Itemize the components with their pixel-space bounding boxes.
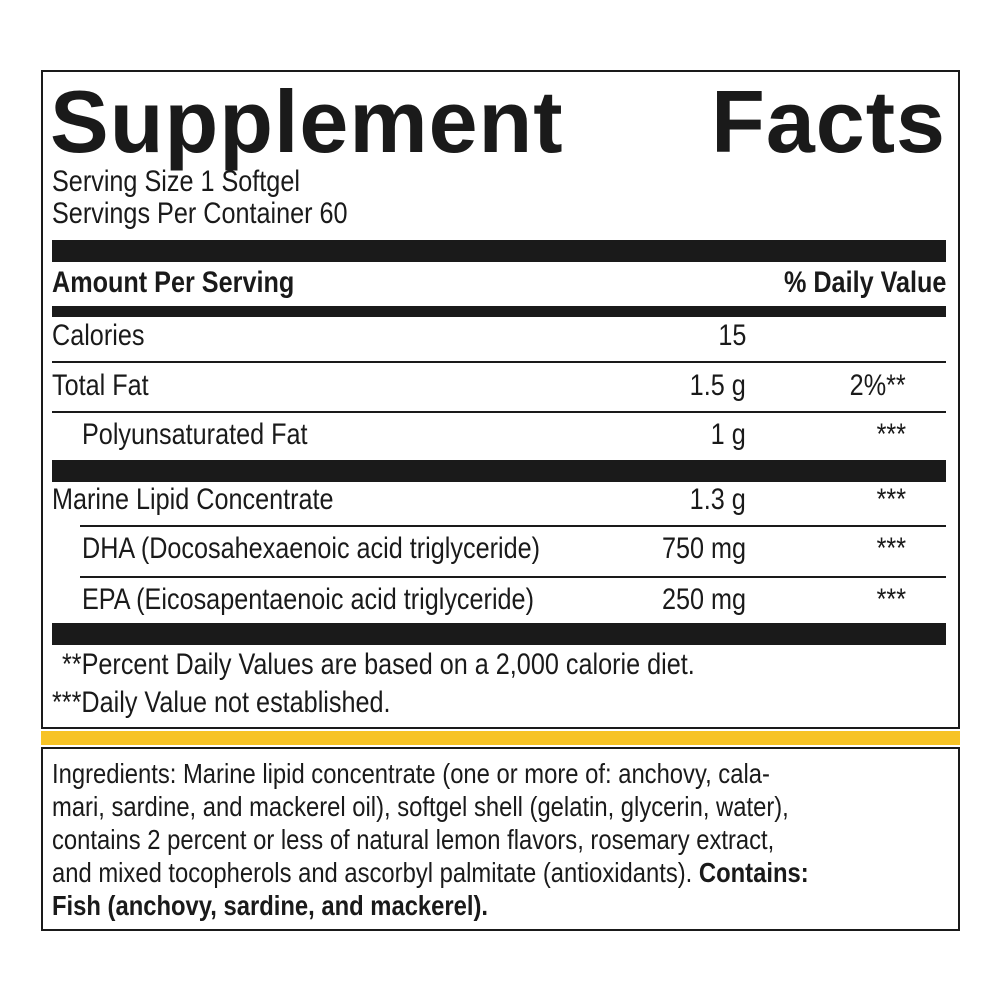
ingredients-line: and mixed tocopherols and ascorbyl palmi… (52, 856, 809, 889)
row-amount-total-fat: 1.5 g (689, 369, 746, 402)
row-amount-polyunsaturated-fat: 1 g (710, 418, 746, 451)
row-name-dha: DHA (Docosahexaenoic acid triglyceride) (82, 532, 541, 565)
row-divider (80, 576, 946, 578)
row-divider (52, 411, 946, 413)
amount-per-serving-header: Amount Per Serving (52, 266, 295, 299)
row-name-polyunsaturated-fat: Polyunsaturated Fat (82, 418, 308, 451)
servings-per-container: Servings Per Container 60 (52, 197, 348, 230)
contains-label: Contains: (698, 857, 809, 888)
thick-divider (52, 623, 946, 645)
ingredients-line: Ingredients: Marine lipid concentrate (o… (52, 758, 770, 789)
allergen-statement: Fish (anchovy, sardine, and mackerel). (52, 890, 489, 921)
row-name-calories: Calories (52, 319, 145, 352)
row-amount-dha: 750 mg (661, 532, 746, 565)
row-dv-total-fat: 2%** (849, 369, 906, 402)
supplement-facts-panel (41, 70, 960, 729)
medium-divider (52, 306, 946, 317)
footnote-dv-not-established: ***Daily Value not established. (52, 686, 391, 719)
row-dv-polyunsaturated-fat: *** (876, 418, 906, 451)
daily-value-header: % Daily Value (783, 266, 946, 299)
ingredients-line: contains 2 percent or less of natural le… (52, 824, 775, 855)
row-dv-marine-lipid: *** (876, 483, 906, 516)
row-amount-marine-lipid: 1.3 g (689, 483, 746, 516)
row-amount-epa: 250 mg (661, 583, 746, 616)
serving-size: Serving Size 1 Softgel (52, 165, 300, 198)
title-facts: Facts (711, 72, 946, 171)
thick-divider (52, 240, 946, 262)
footnote-percent-dv: **Percent Daily Values are based on a 2,… (62, 648, 695, 681)
row-amount-calories: 15 (717, 319, 746, 352)
row-divider (80, 525, 946, 527)
ingredients-text: and mixed tocopherols and ascorbyl palmi… (52, 857, 693, 888)
yellow-divider (41, 731, 960, 745)
row-name-marine-lipid: Marine Lipid Concentrate (52, 483, 334, 516)
row-name-total-fat: Total Fat (52, 369, 149, 402)
thick-divider (52, 460, 946, 482)
title-supplement: Supplement (50, 72, 564, 171)
row-dv-epa: *** (876, 583, 906, 616)
ingredients-panel (41, 747, 960, 931)
row-divider (52, 361, 946, 363)
row-dv-dha: *** (876, 532, 906, 565)
ingredients-line: mari, sardine, and mackerel oil), softge… (52, 791, 789, 822)
row-name-epa: EPA (Eicosapentaenoic acid triglyceride) (82, 583, 534, 616)
